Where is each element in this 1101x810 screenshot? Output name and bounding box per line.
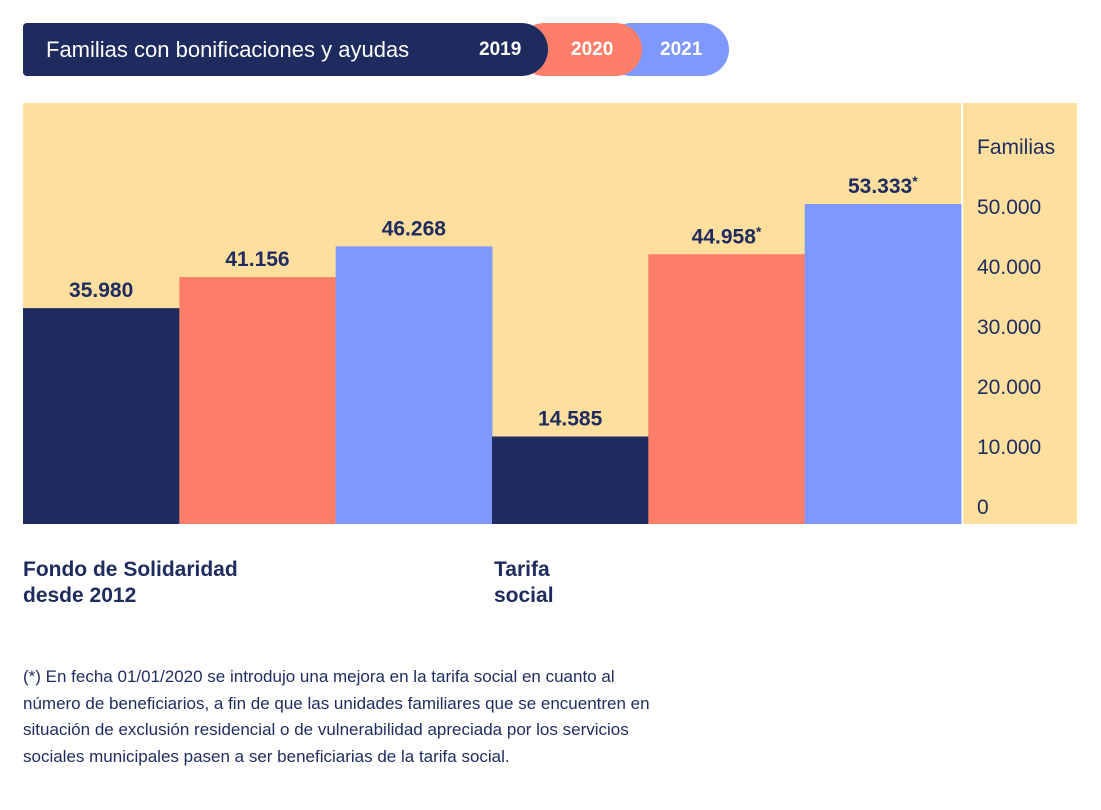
legend-2021-label: 2021: [660, 39, 703, 60]
data-label: 53.333*: [848, 173, 918, 198]
bar-chart: 35.980 41.156 46.268 14.585 44.958* 53.333* 0…: [23, 103, 1077, 524]
y-tick-label: 10.000: [977, 436, 1041, 459]
y-tick-label: 30.000: [977, 316, 1041, 339]
legend-2019-swatch: [23, 23, 548, 76]
category-label-line: Fondo de Solidaridad: [23, 558, 238, 581]
category-label-tarifa: Tarifa social: [494, 557, 554, 609]
footnote-line: (*) En fecha 01/01/2020 se introdujo una…: [23, 667, 615, 686]
bar-2021-fondo: [335, 246, 493, 524]
footnote-line: sociales municipales pasen a ser benefic…: [23, 746, 510, 766]
y-tick-label: 40.000: [977, 256, 1041, 279]
category-label-line: desde 2012: [23, 584, 137, 607]
data-label: 46.268: [382, 217, 447, 240]
bar-2020-tarifa: [648, 254, 806, 524]
footnote-line: número de beneficiarios, a fin de que la…: [23, 693, 650, 713]
bars: [23, 204, 962, 524]
y-tick-label: 50.000: [977, 196, 1041, 219]
data-label: 35.980: [69, 279, 133, 302]
bar-2020-fondo: [179, 277, 337, 524]
data-label: 41.156: [225, 248, 289, 271]
bar-2019-fondo: [23, 308, 180, 524]
y-tick-label: 0: [977, 496, 989, 519]
footnote: (*) En fecha 01/01/2020 se introdujo una…: [23, 664, 743, 770]
bar-2019-tarifa: [492, 436, 649, 524]
footnote-line: situación de exclusión residencial o de …: [23, 720, 629, 739]
axis-panel: [963, 103, 1077, 524]
category-label-line: Tarifa: [494, 558, 550, 581]
data-label: 44.958*: [692, 223, 762, 248]
legend-2019-label: 2019: [479, 39, 522, 60]
legend-2020-label: 2020: [571, 39, 614, 60]
category-label-fondo: Fondo de Solidaridad desde 2012: [23, 557, 238, 609]
y-axis-ticks: 0 10.000 20.000 30.000 40.000 50.000: [977, 196, 1041, 519]
bar-2021-tarifa: [804, 204, 962, 524]
category-label-line: social: [494, 584, 554, 607]
y-tick-label: 20.000: [977, 376, 1041, 399]
bar-labels: 35.980 41.156 46.268 14.585 44.958* 53.333*: [69, 173, 918, 430]
y-axis-label: Familias: [977, 136, 1055, 159]
data-label: 14.585: [538, 407, 603, 430]
chart-title: Familias con bonificaciones y ayudas: [46, 37, 410, 62]
